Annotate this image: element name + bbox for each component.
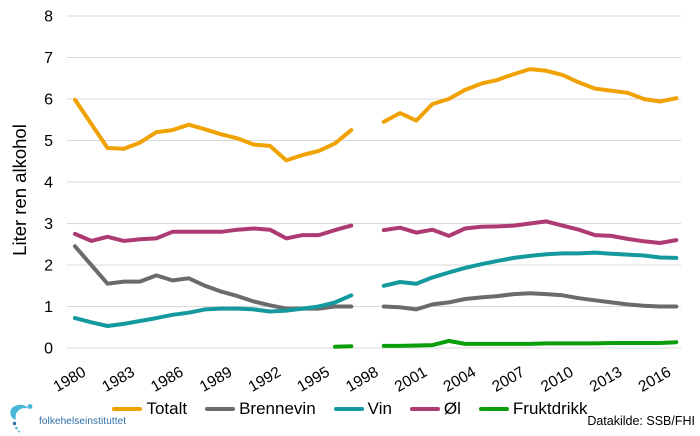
line-chart: 0 1 2 3 4 5 6 7 8 1980 1983 1986 1989 1992 1995 1998 200…	[44, 9, 681, 396]
legend-label-fruktdrikk: Fruktdrikk	[512, 399, 588, 418]
x-tick-label-1995: 1995	[294, 364, 332, 396]
x-tick-label-2001: 2001	[392, 364, 430, 396]
legend-item-brennevin: Brennevin	[205, 399, 316, 419]
x-tick-label-2010: 2010	[538, 364, 577, 396]
x-tick-label-1989: 1989	[197, 364, 235, 396]
y-tick-label-4: 4	[44, 175, 53, 192]
y-tick-label-7: 7	[44, 50, 53, 67]
x-tick-label-2013: 2013	[587, 364, 625, 396]
y-tick-label-1: 1	[44, 299, 53, 316]
fhi-logo-icon	[10, 404, 33, 433]
legend-item-totalt: Totalt	[112, 399, 187, 419]
legend-swatch-fruktdrikk	[478, 406, 509, 412]
series-line-totalt-segment-1	[73, 97, 354, 163]
series-line-totalt-segment-2	[381, 67, 679, 124]
legend-swatch-vin	[333, 406, 364, 412]
legend-item-fruktdrikk: Fruktdrikk	[478, 399, 588, 419]
y-tick-label-3: 3	[44, 216, 53, 233]
series-line-fruktdrikk-segment-2	[381, 338, 679, 348]
series-line-vin-segment-1	[73, 293, 354, 328]
x-tick-label-1983: 1983	[99, 364, 137, 396]
series-line-brennevin-segment-1	[73, 244, 354, 311]
legend-item-vin: Vin	[333, 399, 392, 419]
x-tick-label-1998: 1998	[343, 364, 381, 396]
x-tick-label-1980: 1980	[51, 364, 90, 396]
x-tick-label-2007: 2007	[489, 364, 527, 396]
x-tick-label-1986: 1986	[148, 364, 186, 396]
x-tick-label-1992: 1992	[246, 364, 284, 396]
y-tick-label-6: 6	[44, 92, 53, 109]
series-line-brennevin-segment-2	[381, 291, 679, 312]
legend-label-vin: Vin	[367, 399, 392, 418]
series-line-fruktdrikk-segment-1	[333, 344, 354, 349]
x-tick-label-2004: 2004	[441, 364, 480, 396]
data-source-label: Datakilde: SSB/FHI	[587, 414, 695, 428]
y-tick-label-8: 8	[44, 9, 53, 26]
legend-item-ol: Øl	[409, 399, 461, 419]
legend-swatch-totalt	[112, 406, 143, 412]
y-tick-label-2: 2	[44, 258, 53, 275]
fhi-logo: folkehelseinstituttet	[7, 401, 126, 433]
legend: Totalt Brennevin Vin Øl Fruktdrikk	[0, 397, 700, 421]
legend-label-ol: Øl	[443, 399, 461, 418]
legend-label-totalt: Totalt	[146, 399, 188, 418]
series-line-ol-segment-2	[381, 219, 679, 245]
x-tick-label-2016: 2016	[636, 364, 674, 396]
series-line-vin-segment-2	[381, 250, 679, 288]
y-tick-label-0: 0	[44, 341, 53, 358]
series-line-ol-segment-1	[73, 223, 354, 243]
fhi-logo-text: folkehelseinstituttet	[39, 415, 127, 427]
legend-swatch-ol	[409, 406, 440, 412]
legend-swatch-brennevin	[205, 406, 236, 412]
y-tick-label-5: 5	[44, 133, 53, 150]
legend-label-brennevin: Brennevin	[239, 399, 316, 418]
